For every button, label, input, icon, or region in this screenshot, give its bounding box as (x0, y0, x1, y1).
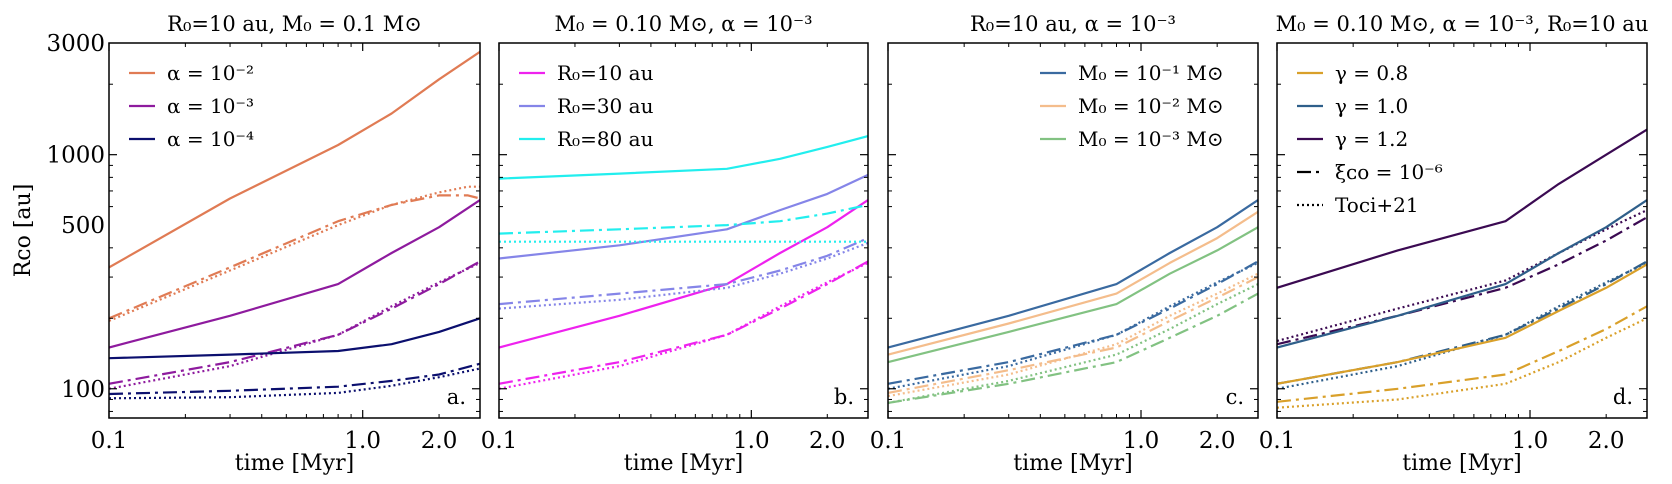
panel-label: c. (1226, 385, 1244, 409)
series-line-1-6 (109, 261, 480, 390)
x-tick-label: 2.0 (1199, 428, 1236, 454)
series-line-1-1 (109, 50, 480, 269)
panel-label: b. (834, 385, 854, 409)
legend-entry: α = 10⁻² (167, 61, 254, 85)
axes-frame (1276, 42, 1648, 419)
x-tick-label: 2.0 (421, 428, 458, 454)
x-tick-label: 1.0 (1512, 428, 1549, 454)
legend: α = 10⁻² α = 10⁻³ α = 10⁻⁴ (129, 61, 254, 151)
x-tick-label: 1.0 (344, 428, 381, 454)
legend-entry: ξᴄᴏ = 10⁻⁶ (1335, 160, 1443, 184)
legend-entry: γ = 1.0 (1335, 94, 1408, 118)
legend: R₀=10 au R₀=30 au R₀=80 au (519, 61, 654, 151)
series-line-4-6 (1277, 261, 1647, 390)
series-line-3-8 (888, 292, 1258, 404)
panel-title: M₀ = 0.10 M⊙, α = 10⁻³ (554, 12, 812, 36)
series-line-4-4 (1277, 199, 1647, 349)
series-line-4-9 (1277, 317, 1647, 409)
y-tick-label: 3000 (46, 31, 105, 57)
x-tick-label: 2.0 (809, 428, 846, 454)
series-group (109, 50, 480, 400)
legend-entry: α = 10⁻³ (167, 94, 254, 118)
series-line-1-3 (109, 185, 480, 322)
panel-label: a. (447, 385, 466, 409)
x-axis-label: time [Myr] (235, 451, 354, 476)
panel-4: 0.1 1.0 2.0 time [Myr] M₀ = 0.10 M⊙, α = 10⁻… (1259, 12, 1649, 476)
series-group (888, 199, 1258, 404)
series-line-2-5 (499, 237, 868, 306)
x-tick-label: 1.0 (733, 428, 770, 454)
panel-1: 0.1 1.0 2.0 time [Myr] R₀=10 au, M₀ = 0.1 M⊙… (11, 12, 481, 476)
series-line-2-7 (499, 135, 868, 180)
legend: γ = 0.8 γ = 1.0 γ = 1.2 ξᴄᴏ = 10⁻⁶ Toci+21 (1297, 61, 1443, 217)
y-tick-label: 500 (61, 213, 105, 239)
axes-frame (887, 42, 1259, 419)
legend-entry: R₀=30 au (557, 94, 654, 118)
y-tick-label: 1000 (46, 143, 105, 169)
legend-entry: M₀ = 10⁻³ M⊙ (1078, 127, 1224, 151)
series-line-1-4 (109, 199, 480, 349)
legend-entry: γ = 0.8 (1335, 61, 1408, 85)
series-line-2-4 (499, 173, 868, 260)
legend-entry: α = 10⁻⁴ (167, 127, 254, 151)
series-line-3-2 (888, 260, 1258, 385)
panel-3: 0.1 1.0 2.0 time [Myr] R₀=10 au, α = 10⁻³ c. M… (870, 12, 1259, 476)
series-group (499, 135, 868, 390)
x-tick-label: 0.1 (91, 428, 128, 454)
legend-entry: M₀ = 10⁻² M⊙ (1078, 94, 1224, 118)
x-axis-label: time [Myr] (1013, 451, 1132, 476)
legend-entry: R₀=10 au (557, 61, 654, 85)
x-axis-label: time [Myr] (1402, 451, 1521, 476)
series-line-3-7 (888, 226, 1258, 364)
legend-entry: γ = 1.2 (1335, 127, 1408, 151)
series-line-2-2 (499, 260, 868, 385)
series-line-1-7 (109, 317, 480, 360)
series-line-3-1 (888, 199, 1258, 349)
y-axis-label: Rᴄᴏ [au] (11, 184, 36, 278)
series-line-1-2 (109, 194, 480, 320)
x-tick-label: 2.0 (1588, 428, 1625, 454)
legend-entry: Toci+21 (1335, 193, 1419, 217)
series-line-2-3 (499, 261, 868, 390)
series-line-2-1 (499, 199, 868, 349)
panel-label: d. (1613, 385, 1633, 409)
x-tick-label: 0.1 (481, 428, 518, 454)
series-line-2-8 (499, 203, 868, 235)
legend-entry: R₀=80 au (557, 127, 654, 151)
series-line-4-8 (1277, 305, 1647, 403)
series-line-2-6 (499, 241, 868, 310)
panel-title: R₀=10 au, α = 10⁻³ (970, 12, 1176, 36)
series-line-1-5 (109, 260, 480, 385)
series-line-4-2 (1277, 216, 1647, 346)
y-tick-label: 100 (61, 377, 105, 403)
series-line-1-8 (109, 362, 480, 396)
legend: M₀ = 10⁻¹ M⊙ M₀ = 10⁻² M⊙ M₀ = 10⁻³ M⊙ (1040, 61, 1224, 151)
series-line-1-9 (109, 367, 480, 400)
x-tick-label: 0.1 (1259, 428, 1296, 454)
series-line-3-4 (888, 210, 1258, 356)
x-tick-label: 0.1 (870, 428, 907, 454)
axes-frame (498, 42, 869, 419)
legend-entry: M₀ = 10⁻¹ M⊙ (1078, 61, 1224, 85)
panel-title: R₀=10 au, M₀ = 0.1 M⊙ (167, 12, 422, 36)
series-line-4-3 (1277, 209, 1647, 343)
series-group (1277, 128, 1647, 409)
series-line-4-7 (1277, 263, 1647, 385)
panel-title: M₀ = 0.10 M⊙, α = 10⁻³, R₀=10 au (1276, 12, 1649, 36)
x-tick-label: 1.0 (1123, 428, 1160, 454)
x-axis-label: time [Myr] (624, 451, 743, 476)
series-line-4-5 (1277, 260, 1647, 385)
series-line-4-1 (1277, 128, 1647, 289)
panel-2: 0.1 1.0 2.0 time [Myr] M₀ = 0.10 M⊙, α = 10⁻… (481, 12, 869, 476)
series-line-3-3 (888, 261, 1258, 390)
axes-frame (108, 42, 481, 419)
series-line-3-5 (888, 276, 1258, 394)
